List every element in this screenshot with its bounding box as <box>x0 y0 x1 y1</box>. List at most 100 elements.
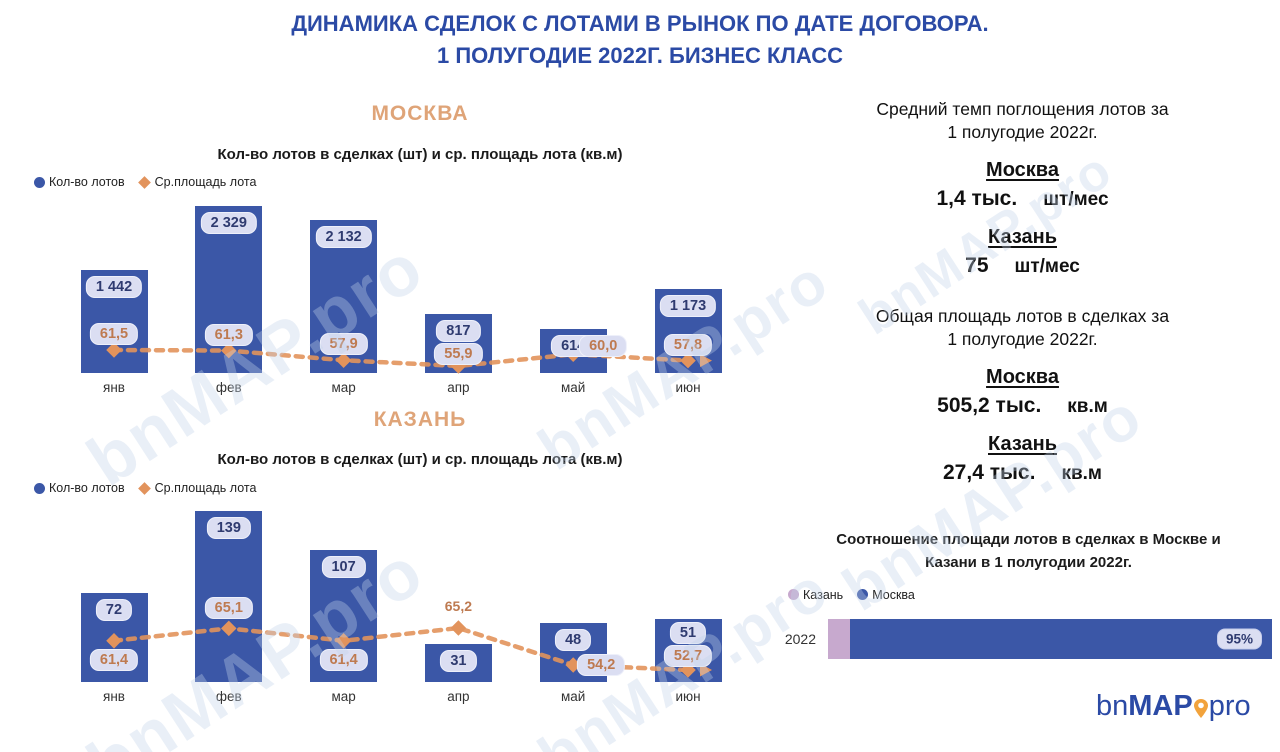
ratio-value-label: 95% <box>1216 628 1262 649</box>
moscow-section-title: МОСКВА <box>371 102 469 125</box>
absorption-stats-title: Средний темп поглощения лотов за 1 полуг… <box>790 98 1255 144</box>
trend-line-kazan <box>106 620 712 678</box>
area-label-kazan-3: 61,4 <box>319 648 368 671</box>
bnmap-logo: bn MAP pro <box>1096 690 1251 723</box>
stats-title-line: 1 полугодие 2022г. <box>947 122 1098 143</box>
stat-value-kazan: 27,4 тыс. кв.м <box>790 461 1255 485</box>
ratio-chart-title: Соотношение площади лотов в сделках в Мо… <box>780 528 1277 575</box>
stats-column: Средний темп поглощения лотов за 1 полуг… <box>790 98 1255 485</box>
legend-item-area: Ср.площадь лота <box>137 175 257 189</box>
moscow-series-marker-icon <box>857 589 869 600</box>
page-title-line1: ДИНАМИКА СДЕЛОК С ЛОТАМИ В РЫНОК ПО ДАТЕ… <box>291 11 989 36</box>
stat-number: 1,4 тыс. <box>936 187 1018 211</box>
legend-item-area: Ср.площадь лота <box>137 481 256 495</box>
line-series-marker-icon <box>137 481 151 495</box>
area-label-moscow-3: 57,9 <box>319 333 368 356</box>
ratio-title-line: Казани в 1 полугодии 2022г. <box>925 554 1132 572</box>
moscow-plot: янв фев мар апр май июн 1 442 61,5 2 329 61,3 2 13… <box>72 196 737 396</box>
bar-series-marker-icon <box>34 176 45 188</box>
map-pin-icon <box>1193 699 1208 718</box>
stat-value-moscow: 1,4 тыс. шт/мес <box>790 187 1255 211</box>
kazan-chart-subtitle: Кол-во лотов в сделках (шт) и ср. площад… <box>217 451 623 468</box>
legend-item-moscow: Москва <box>857 588 915 602</box>
stat-city-moscow: Москва <box>986 366 1059 389</box>
count-label-moscow-2: 2 329 <box>200 212 257 234</box>
stat-unit: шт/мес <box>1014 256 1080 278</box>
kazan-chart-legend: Кол-во лотов Ср.площадь лота <box>34 481 256 495</box>
moscow-chart-legend: Кол-во лотов Ср.площадь лота <box>34 175 256 189</box>
x-axis-label: июн <box>675 380 701 395</box>
legend-item-lots: Кол-во лотов <box>34 175 125 189</box>
ratio-stacked-bar: 95% <box>828 618 1272 659</box>
legend-label-lots: Кол-во лотов <box>49 481 125 495</box>
count-label-kazan-4: 31 <box>440 649 477 672</box>
area-label-kazan-1: 61,4 <box>89 648 139 671</box>
total-area-stats-block: Общая площадь лотов в сделках за 1 полуг… <box>790 305 1255 485</box>
legend-label-kazan: Казань <box>803 587 844 602</box>
count-label-moscow-4: 817 <box>436 319 481 342</box>
legend-item-lots: Кол-во лотов <box>34 481 125 495</box>
x-axis-label: июн <box>675 689 701 704</box>
count-label-kazan-6: 51 <box>669 622 707 645</box>
stat-number: 75 <box>965 254 989 278</box>
ratio-segment-moscow: 95% <box>850 618 1272 659</box>
count-label-kazan-5: 48 <box>555 628 592 651</box>
area-label-moscow-2: 61,3 <box>204 323 253 346</box>
count-label-kazan-2: 139 <box>206 517 251 539</box>
x-axis-label: янв <box>103 380 125 395</box>
count-label-moscow-3: 2 132 <box>315 226 372 249</box>
stats-title-line: 1 полугодие 2022г. <box>947 329 1098 350</box>
stat-city-kazan: Казань <box>988 433 1057 456</box>
x-axis-label: янв <box>103 689 125 704</box>
x-axis-label: фев <box>215 689 242 704</box>
area-label-moscow-6: 57,8 <box>663 333 713 356</box>
legend-label-area: Ср.площадь лота <box>154 175 257 189</box>
bar-series-marker-icon <box>34 482 45 494</box>
absorption-stats-block: Средний темп поглощения лотов за 1 полуг… <box>790 98 1255 278</box>
area-label-kazan-2: 65,1 <box>204 597 253 620</box>
count-label-moscow-1: 1 442 <box>85 275 143 298</box>
count-label-kazan-1: 72 <box>95 599 133 622</box>
stat-city-moscow: Москва <box>986 159 1059 182</box>
stat-number: 27,4 тыс. <box>943 461 1036 485</box>
stat-unit: кв.м <box>1061 463 1102 485</box>
x-axis-label: май <box>561 689 586 704</box>
logo-text-pro: pro <box>1208 690 1251 722</box>
legend-label-lots: Кол-во лотов <box>49 175 125 189</box>
stat-value-moscow: 505,2 тыс. кв.м <box>790 394 1255 418</box>
stat-unit: шт/мес <box>1043 189 1109 211</box>
area-label-moscow-1: 61,5 <box>89 322 139 345</box>
x-axis-label: мар <box>331 689 356 704</box>
ratio-segment-kazan <box>828 618 851 659</box>
ratio-bar-row: 2022 95% <box>780 618 1277 659</box>
stat-number: 505,2 тыс. <box>937 394 1042 418</box>
ratio-chart-section: Соотношение площади лотов в сделках в Мо… <box>780 528 1277 659</box>
logo-text-map: MAP <box>1128 690 1193 722</box>
line-series-marker-icon <box>137 175 151 189</box>
page-title-line2: 1 ПОЛУГОДИЕ 2022Г. БИЗНЕС КЛАСС <box>437 42 843 68</box>
ratio-chart-legend: Казань Москва <box>788 588 1277 602</box>
area-label-moscow-5: 60,0 <box>579 335 628 358</box>
stat-unit: кв.м <box>1067 396 1108 418</box>
stats-title-line: Общая площадь лотов в сделках за <box>875 306 1170 327</box>
kazan-plot: янв фев мар апр май июн 72 61,4 139 65,1 107 61,4 31… <box>72 505 737 705</box>
trend-line-moscow <box>106 342 712 374</box>
stats-title-line: Средний темп поглощения лотов за <box>876 99 1169 119</box>
stat-value-kazan: 75 шт/мес <box>790 254 1255 278</box>
area-label-kazan-5: 54,2 <box>577 653 626 676</box>
area-label-kazan-4: 65,2 <box>444 598 473 615</box>
page-title: ДИНАМИКА СДЕЛОК С ЛОТАМИ В РЫНОК ПО ДАТЕ… <box>0 8 1280 72</box>
x-axis-label: апр <box>447 380 470 395</box>
x-axis-label: апр <box>447 689 470 704</box>
logo-text-bn: bn <box>1096 690 1129 722</box>
ratio-title-line: Соотношение площади лотов в сделках в Мо… <box>836 531 1221 548</box>
legend-label-moscow: Москва <box>872 587 915 602</box>
moscow-chart-subtitle: Кол-во лотов в сделках (шт) и ср. площад… <box>217 146 623 163</box>
area-label-moscow-4: 55,9 <box>434 342 483 365</box>
count-label-kazan-3: 107 <box>321 556 366 579</box>
count-label-moscow-6: 1 173 <box>659 294 717 317</box>
ratio-year-label: 2022 <box>784 630 816 647</box>
kazan-series-marker-icon <box>788 589 799 600</box>
area-label-kazan-6: 52,7 <box>663 645 713 668</box>
